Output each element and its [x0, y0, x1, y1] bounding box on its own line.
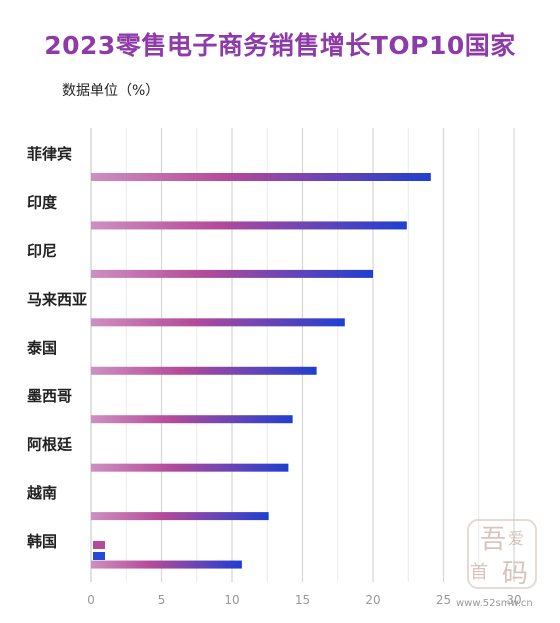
tick-layer: 0 5 10 15 20 25 30 — [87, 593, 521, 607]
legend-swatch-blue — [93, 552, 105, 560]
x-tick-label: 25 — [436, 593, 451, 607]
x-tick-label: 15 — [295, 593, 310, 607]
category-label: 印尼 — [27, 242, 57, 260]
watermark-seal-icon: 吾 爱 首 码 — [467, 519, 537, 589]
chart-title: 2023零售电子商务销售增长TOP10国家 — [44, 31, 516, 60]
bar — [91, 415, 293, 424]
unit-label: 数据单位（%） — [62, 83, 160, 99]
watermark-url: www.52smw.cn — [456, 598, 533, 609]
bar — [91, 221, 407, 230]
bar — [91, 269, 373, 278]
category-label: 越南 — [26, 484, 57, 502]
svg-text:爱: 爱 — [508, 529, 524, 548]
bar — [91, 560, 242, 569]
category-label: 菲律宾 — [27, 145, 72, 163]
category-label: 墨西哥 — [27, 387, 72, 405]
bar-layer — [91, 173, 431, 569]
svg-text:码: 码 — [502, 559, 528, 589]
category-label: 马来西亚 — [27, 290, 87, 308]
category-label: 泰国 — [26, 339, 57, 357]
svg-text:首: 首 — [470, 562, 488, 583]
bar — [91, 463, 289, 472]
grid-layer — [90, 128, 515, 582]
x-tick-label: 30 — [506, 593, 521, 607]
category-label: 韩国 — [27, 533, 57, 551]
category-label: 印度 — [27, 193, 58, 211]
x-tick-label: 20 — [365, 593, 380, 607]
bar — [91, 512, 269, 521]
category-label: 阿根廷 — [27, 436, 73, 454]
x-tick-label: 5 — [158, 593, 166, 607]
bar — [91, 318, 345, 327]
x-tick-label: 0 — [87, 593, 95, 607]
x-tick-label: 10 — [224, 593, 239, 607]
legend-swatches — [93, 541, 105, 560]
bar — [91, 173, 431, 181]
bar — [91, 366, 317, 375]
legend-swatch-pink — [93, 541, 105, 549]
svg-text:吾: 吾 — [480, 525, 506, 555]
